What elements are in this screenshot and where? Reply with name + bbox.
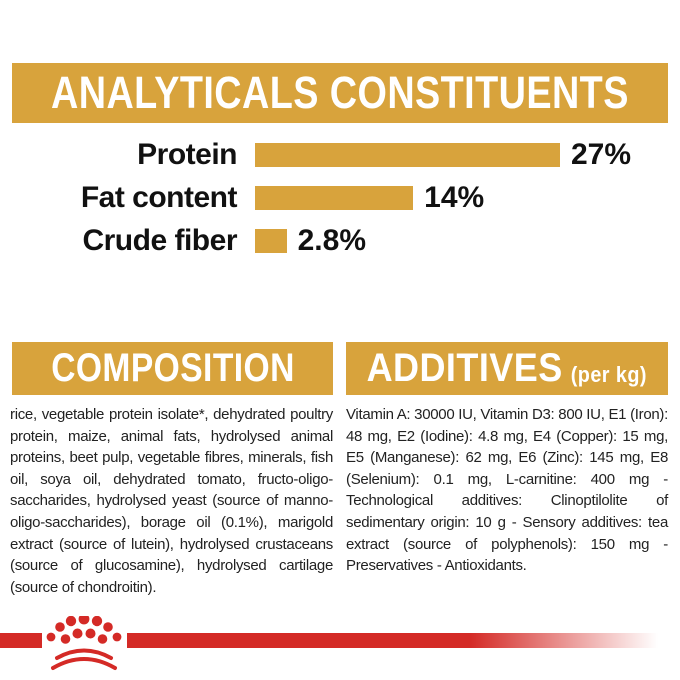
footer-red-stripe-left bbox=[0, 633, 42, 648]
additives-title: ADDITIVES bbox=[366, 346, 563, 390]
additives-header: ADDITIVES (per kg) bbox=[346, 342, 668, 395]
chart-bar bbox=[255, 186, 414, 210]
analyticals-constituents-title: ANALYTICALS CONSTITUENTS bbox=[51, 67, 629, 118]
chart-row: Protein 27% bbox=[0, 138, 680, 171]
chart-category-label: Fat content bbox=[80, 181, 238, 214]
analyticals-chart: Protein 27% Fat content 14% Crude fiber 2.8% bbox=[0, 138, 680, 272]
additives-body: Vitamin A: 30000 IU, Vitamin D3: 800 IU,… bbox=[346, 406, 668, 575]
composition-header: COMPOSITION bbox=[12, 342, 333, 395]
additives-title-suffix: (per kg) bbox=[570, 361, 648, 387]
chart-category-label: Protein bbox=[137, 138, 237, 171]
royal-canin-crown-icon bbox=[46, 616, 122, 670]
composition-body: rice, vegetable protein isolate*, dehydr… bbox=[10, 406, 333, 596]
chart-value-label: 14% bbox=[424, 181, 485, 214]
chart-bar bbox=[255, 143, 560, 167]
additives-title-wrap: ADDITIVES (per kg) bbox=[367, 346, 647, 391]
footer-red-stripe-right bbox=[127, 633, 680, 648]
chart-value-label: 27% bbox=[571, 138, 632, 171]
analyticals-constituents-header: ANALYTICALS CONSTITUENTS bbox=[12, 63, 668, 123]
chart-category-label: Crude fiber bbox=[82, 224, 237, 257]
composition-title: COMPOSITION bbox=[50, 346, 295, 390]
chart-row: Crude fiber 2.8% bbox=[0, 224, 680, 257]
chart-bar bbox=[255, 229, 287, 253]
chart-row: Fat content 14% bbox=[0, 181, 680, 214]
chart-value-label: 2.8% bbox=[297, 224, 367, 257]
